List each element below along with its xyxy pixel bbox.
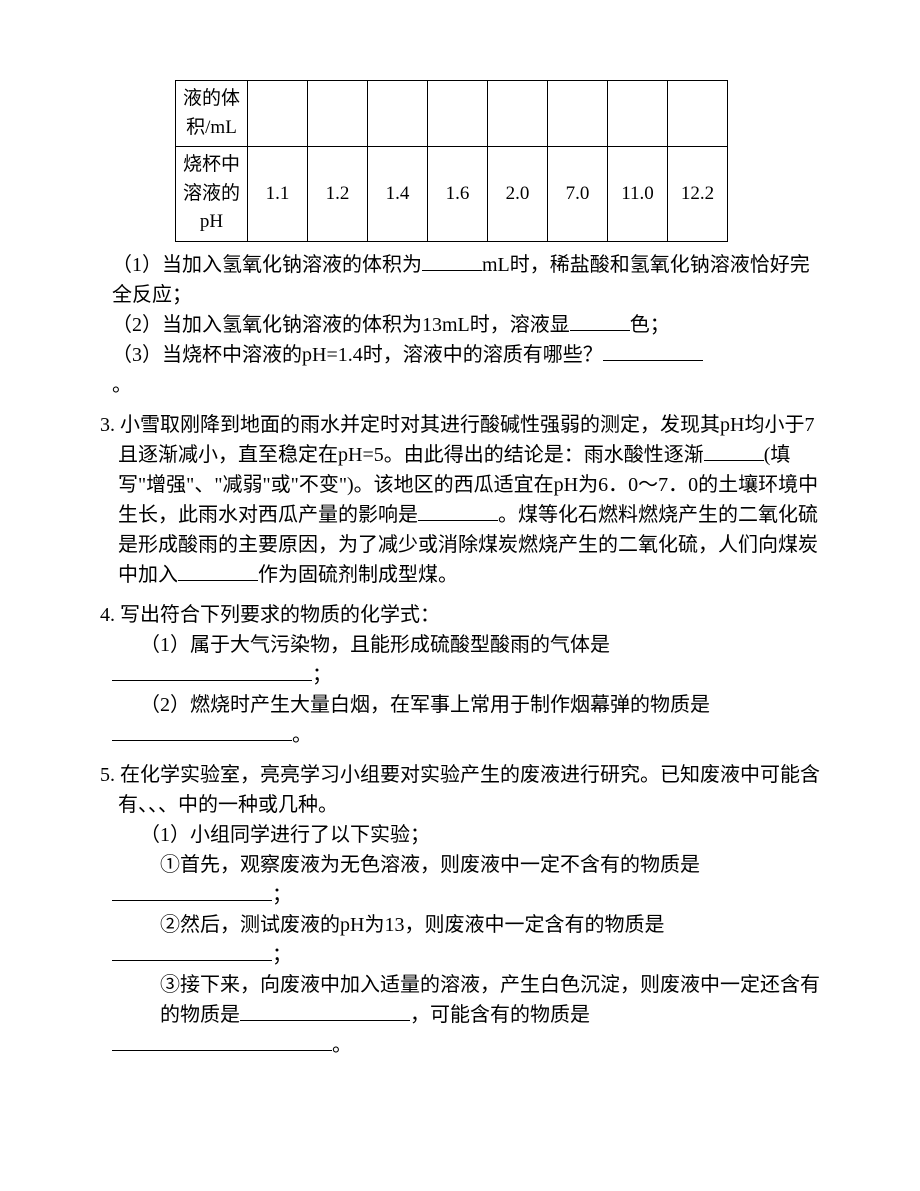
q-text: （2）当加入氢氧化钠溶液的体积为13mL时，溶液显 xyxy=(112,314,570,336)
fill-blank xyxy=(112,721,292,741)
q-text: 作为固硫剂制成型煤。 xyxy=(258,564,458,586)
question-number: 4. xyxy=(100,604,115,626)
question-3: 3. 小雪取刚降到地面的雨水并定时对其进行酸碱性强弱的测定，发现其pH均小于7且… xyxy=(100,410,820,590)
sub-question-1: （1）当加入氢氧化钠溶液的体积为mL时，稀盐酸和氢氧化钠溶液恰好完全反应； xyxy=(100,250,820,310)
fill-blank xyxy=(422,251,482,271)
sub-question-2: （2）燃烧时产生大量白烟，在军事上常用于制作烟幕弹的物质是 xyxy=(100,690,820,720)
q-text: 色； xyxy=(630,314,670,336)
row-header: 烧杯中溶液的pH xyxy=(176,147,248,242)
table-cell xyxy=(608,81,668,147)
sub-question-3-end: 。 xyxy=(100,370,820,400)
table-cell: 12.2 xyxy=(668,147,728,242)
fill-blank xyxy=(570,311,630,331)
q-text: （3）当烧杯中溶液的pH=1.4时，溶液中的溶质有哪些？ xyxy=(112,344,603,366)
table-cell: 11.0 xyxy=(608,147,668,242)
sub-question-1: （1）属于大气污染物，且能形成硫酸型酸雨的气体是 xyxy=(100,630,820,660)
question-4: 4. 写出符合下列要求的物质的化学式： （1）属于大气污染物，且能形成硫酸型酸雨… xyxy=(100,600,820,750)
q-text: 。 xyxy=(332,1034,352,1056)
q-text: 。 xyxy=(292,724,312,746)
question-title: 5. 在化学实验室，亮亮学习小组要对实验产生的废液进行研究。已知废液中可能含有、… xyxy=(100,760,820,820)
question-number: 5. xyxy=(100,764,115,786)
table-cell: 7.0 xyxy=(548,147,608,242)
question-body: 3. 小雪取刚降到地面的雨水并定时对其进行酸碱性强弱的测定，发现其pH均小于7且… xyxy=(100,410,820,590)
q-text: （1）属于大气污染物，且能形成硫酸型酸雨的气体是 xyxy=(140,634,610,656)
table-cell: 1.4 xyxy=(368,147,428,242)
table-cell xyxy=(548,81,608,147)
q-text: ，可能含有的物质是 xyxy=(410,1004,590,1026)
table-cell xyxy=(368,81,428,147)
table-cell: 2.0 xyxy=(488,147,548,242)
step-3: ③接下来，向废液中加入适量的溶液，产生白色沉淀，则废液中一定还含有的物质是，可能… xyxy=(100,970,820,1030)
table-cell xyxy=(668,81,728,147)
q-text: 写出符合下列要求的物质的化学式： xyxy=(120,604,440,626)
fill-blank xyxy=(112,661,312,681)
step-3-blank: 。 xyxy=(100,1030,820,1060)
question-after-table: （1）当加入氢氧化钠溶液的体积为mL时，稀盐酸和氢氧化钠溶液恰好完全反应； （2… xyxy=(100,250,820,400)
step-2-blank: ； xyxy=(100,940,820,970)
sub-question-1-blank: ； xyxy=(100,660,820,690)
table-cell xyxy=(488,81,548,147)
q-text: 。 xyxy=(112,374,132,396)
table-cell xyxy=(308,81,368,147)
fill-blank xyxy=(240,1001,410,1021)
q-text: （1）小组同学进行了以下实验； xyxy=(140,824,430,846)
fill-blank xyxy=(112,941,272,961)
step-1: ①首先，观察废液为无色溶液，则废液中一定不含有的物质是 xyxy=(100,850,820,880)
table-row: 液的体积/mL xyxy=(176,81,728,147)
question-title: 4. 写出符合下列要求的物质的化学式： xyxy=(100,600,820,630)
sub-question-1: （1）小组同学进行了以下实验； xyxy=(100,820,820,850)
step-2: ②然后，测试废液的pH为13，则废液中一定含有的物质是 xyxy=(100,910,820,940)
q-text: ； xyxy=(272,884,292,906)
sub-question-2: （2）当加入氢氧化钠溶液的体积为13mL时，溶液显 色； xyxy=(100,310,820,340)
table-cell: 1.6 xyxy=(428,147,488,242)
q-text: 在化学实验室，亮亮学习小组要对实验产生的废液进行研究。已知废液中可能含有、、、中… xyxy=(118,764,820,816)
table-cell xyxy=(428,81,488,147)
fill-blank xyxy=(112,1031,332,1051)
q-text: ； xyxy=(272,944,292,966)
fill-blank xyxy=(603,341,703,361)
q-text: ； xyxy=(312,664,332,686)
table-cell: 1.1 xyxy=(248,147,308,242)
q-text: ②然后，测试废液的pH为13，则废液中一定含有的物质是 xyxy=(160,914,664,936)
q-text: ①首先，观察废液为无色溶液，则废液中一定不含有的物质是 xyxy=(160,854,700,876)
sub-question-3: （3）当烧杯中溶液的pH=1.4时，溶液中的溶质有哪些？ xyxy=(100,340,820,370)
fill-blank xyxy=(112,881,272,901)
row-header: 液的体积/mL xyxy=(176,81,248,147)
sub-question-2-blank: 。 xyxy=(100,720,820,750)
fill-blank xyxy=(704,441,764,461)
table-row: 烧杯中溶液的pH 1.1 1.2 1.4 1.6 2.0 7.0 11.0 12… xyxy=(176,147,728,242)
q-text: （2）燃烧时产生大量白烟，在军事上常用于制作烟幕弹的物质是 xyxy=(140,694,710,716)
q-text: （1）当加入氢氧化钠溶液的体积为 xyxy=(112,254,422,276)
question-number: 3. xyxy=(100,414,115,436)
table-cell: 1.2 xyxy=(308,147,368,242)
table-cell xyxy=(248,81,308,147)
step-1-blank: ； xyxy=(100,880,820,910)
fill-blank xyxy=(418,501,498,521)
ph-data-table: 液的体积/mL 烧杯中溶液的pH 1.1 1.2 1.4 1.6 2.0 7.0… xyxy=(175,80,728,242)
question-5: 5. 在化学实验室，亮亮学习小组要对实验产生的废液进行研究。已知废液中可能含有、… xyxy=(100,760,820,1060)
fill-blank xyxy=(178,561,258,581)
